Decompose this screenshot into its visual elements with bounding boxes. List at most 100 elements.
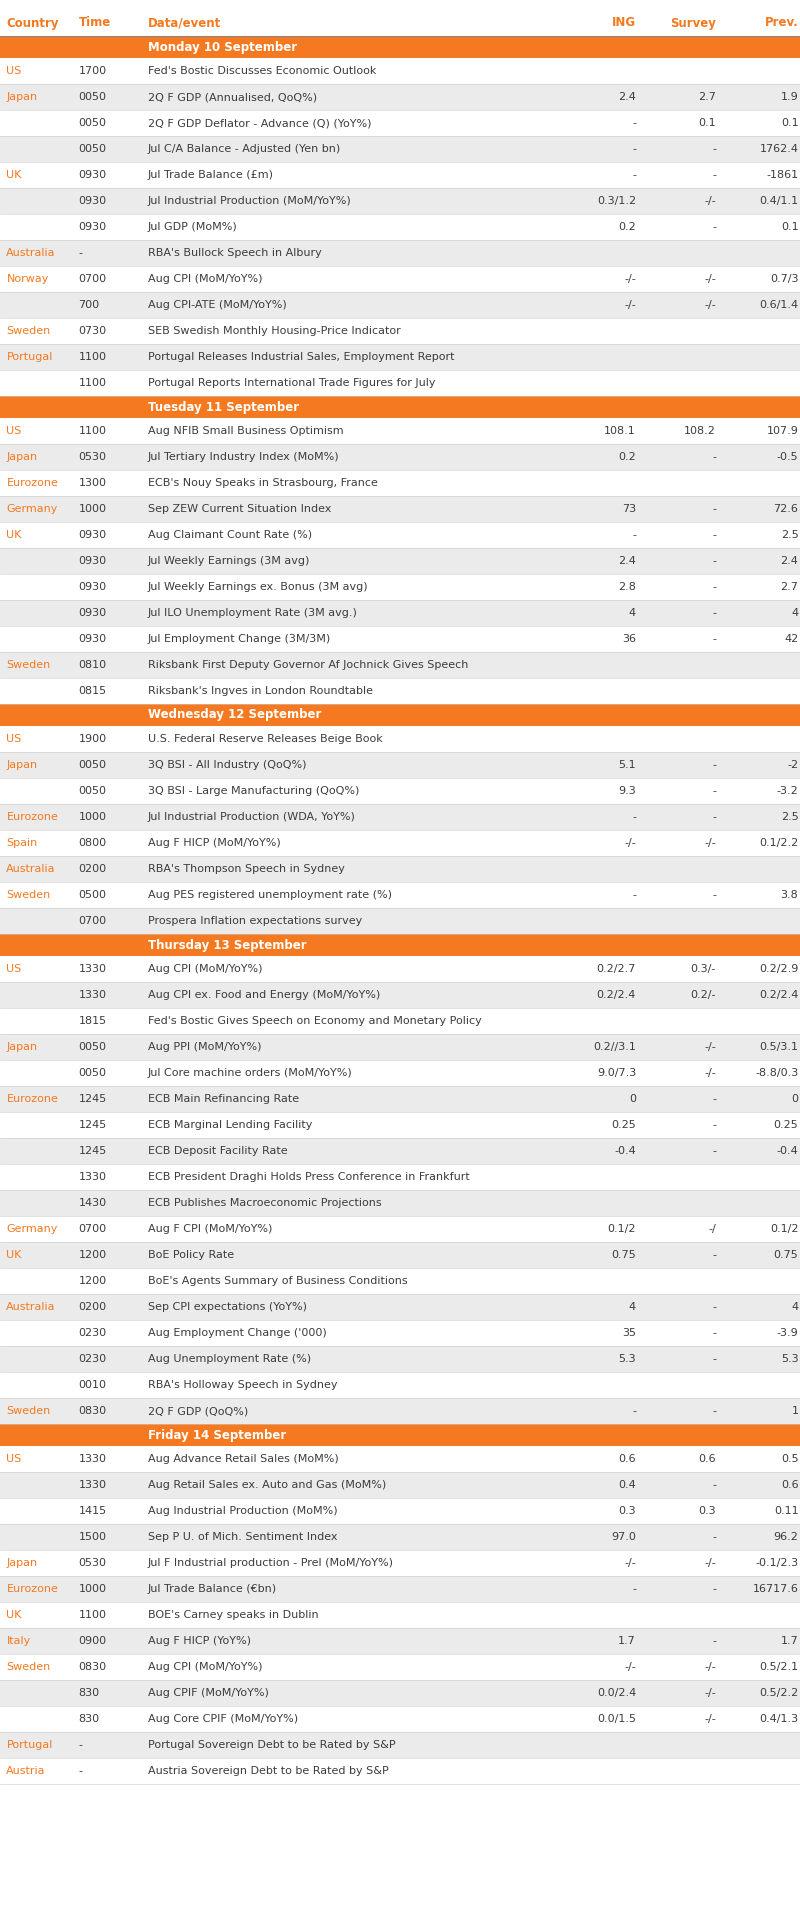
Text: Portugal Reports International Trade Figures for July: Portugal Reports International Trade Fig… [148,377,435,389]
Text: Sweden: Sweden [6,1406,50,1415]
Text: 0.6: 0.6 [698,1454,716,1465]
Text: -/-: -/- [704,299,716,311]
Text: -0.4: -0.4 [777,1147,798,1156]
Text: 0.1: 0.1 [781,118,798,128]
Text: 2Q F GDP Deflator - Advance (Q) (YoY%): 2Q F GDP Deflator - Advance (Q) (YoY%) [148,118,371,128]
Text: Jul GDP (MoM%): Jul GDP (MoM%) [148,223,238,232]
Text: 0.5/3.1: 0.5/3.1 [759,1042,798,1052]
Text: 0010: 0010 [78,1379,106,1391]
Text: 1500: 1500 [78,1532,106,1541]
Text: -/-: -/- [624,838,636,848]
Text: Portugal: Portugal [6,352,53,362]
Text: 1000: 1000 [78,812,106,821]
Text: 0230: 0230 [78,1328,106,1337]
Text: 4: 4 [629,1301,636,1313]
Text: 2.5: 2.5 [781,530,798,539]
Text: 0.0/2.4: 0.0/2.4 [597,1688,636,1697]
Text: Jul Employment Change (3M/3M): Jul Employment Change (3M/3M) [148,634,331,644]
Text: Prospera Inflation expectations survey: Prospera Inflation expectations survey [148,916,362,926]
Text: BoE's Agents Summary of Business Conditions: BoE's Agents Summary of Business Conditi… [148,1276,408,1286]
Text: -/-: -/- [624,1558,636,1568]
Text: 0.3/1.2: 0.3/1.2 [597,196,636,206]
Text: 0530: 0530 [78,1558,106,1568]
Text: 0.2: 0.2 [618,223,636,232]
Text: 1430: 1430 [78,1198,106,1208]
Text: UK: UK [6,170,22,179]
Text: 0050: 0050 [78,1069,106,1078]
Text: Austria: Austria [6,1766,46,1775]
Text: 2.7: 2.7 [698,91,716,103]
Text: -/-: -/- [624,299,636,311]
Text: -: - [712,505,716,514]
Text: 0700: 0700 [78,916,106,926]
Text: 830: 830 [78,1714,99,1724]
Text: Wednesday 12 September: Wednesday 12 September [148,709,322,722]
Text: Eurozone: Eurozone [6,1583,58,1594]
Text: 1700: 1700 [78,67,106,76]
Text: -: - [712,1328,716,1337]
Text: Time: Time [78,17,110,29]
Text: Aug CPI (MoM/YoY%): Aug CPI (MoM/YoY%) [148,274,262,284]
Text: Japan: Japan [6,451,38,463]
Text: Aug Employment Change ('000): Aug Employment Change ('000) [148,1328,326,1337]
Text: 0930: 0930 [78,634,106,644]
Text: 0.4/1.1: 0.4/1.1 [759,196,798,206]
Text: 0050: 0050 [78,787,106,796]
Text: 0.3/-: 0.3/- [690,964,716,973]
Text: Survey: Survey [670,17,716,29]
Text: RBA's Holloway Speech in Sydney: RBA's Holloway Speech in Sydney [148,1379,338,1391]
Text: 0.6: 0.6 [781,1480,798,1490]
Text: -: - [712,1532,716,1541]
Text: 3.8: 3.8 [781,890,798,899]
Text: 1.7: 1.7 [781,1636,798,1646]
Text: -: - [632,1406,636,1415]
Text: 1100: 1100 [78,352,106,362]
Text: -/-: -/- [704,838,716,848]
Text: -: - [712,170,716,179]
Text: -3.2: -3.2 [777,787,798,796]
Text: 2Q F GDP (QoQ%): 2Q F GDP (QoQ%) [148,1406,248,1415]
Text: 0.6: 0.6 [618,1454,636,1465]
Text: 35: 35 [622,1328,636,1337]
Text: 0.5/2.2: 0.5/2.2 [759,1688,798,1697]
Text: Friday 14 September: Friday 14 September [148,1429,286,1442]
Text: -2: -2 [787,760,798,770]
Text: 700: 700 [78,299,99,311]
Text: Aug PES registered unemployment rate (%): Aug PES registered unemployment rate (%) [148,890,392,899]
Text: 3Q BSI - All Industry (QoQ%): 3Q BSI - All Industry (QoQ%) [148,760,306,770]
Text: 1900: 1900 [78,733,106,745]
Text: 1200: 1200 [78,1276,106,1286]
Text: Country: Country [6,17,59,29]
Text: Sweden: Sweden [6,890,50,899]
Text: 2.4: 2.4 [618,556,636,566]
Text: 0830: 0830 [78,1661,106,1673]
Text: Aug F CPI (MoM/YoY%): Aug F CPI (MoM/YoY%) [148,1225,272,1234]
Text: 0900: 0900 [78,1636,106,1646]
Text: -: - [712,223,716,232]
Text: Eurozone: Eurozone [6,478,58,488]
Text: Riksbank First Deputy Governor Af Jochnick Gives Speech: Riksbank First Deputy Governor Af Jochni… [148,659,468,671]
Text: Jul Weekly Earnings (3M avg): Jul Weekly Earnings (3M avg) [148,556,310,566]
Text: 0.1/2.2: 0.1/2.2 [759,838,798,848]
Text: US: US [6,1454,22,1465]
Text: 0050: 0050 [78,760,106,770]
Text: ECB Marginal Lending Facility: ECB Marginal Lending Facility [148,1120,312,1130]
Text: 4: 4 [791,1301,798,1313]
Text: 1300: 1300 [78,478,106,488]
Text: -: - [712,1250,716,1259]
Text: Aug F HICP (YoY%): Aug F HICP (YoY%) [148,1636,251,1646]
Text: US: US [6,733,22,745]
Text: Jul Industrial Production (MoM/YoY%): Jul Industrial Production (MoM/YoY%) [148,196,352,206]
Text: 0.7/3: 0.7/3 [770,274,798,284]
Text: 0.2/2.4: 0.2/2.4 [759,991,798,1000]
Text: -: - [632,170,636,179]
Text: 9.0/7.3: 9.0/7.3 [597,1069,636,1078]
Text: -: - [712,760,716,770]
Text: 108.2: 108.2 [684,427,716,436]
Text: 0.75: 0.75 [774,1250,798,1259]
Text: 0.2/2.4: 0.2/2.4 [597,991,636,1000]
Text: 0930: 0930 [78,583,106,592]
Text: -/-: -/- [704,1042,716,1052]
Text: 0.3: 0.3 [698,1507,716,1516]
Text: Tuesday 11 September: Tuesday 11 September [148,400,299,413]
